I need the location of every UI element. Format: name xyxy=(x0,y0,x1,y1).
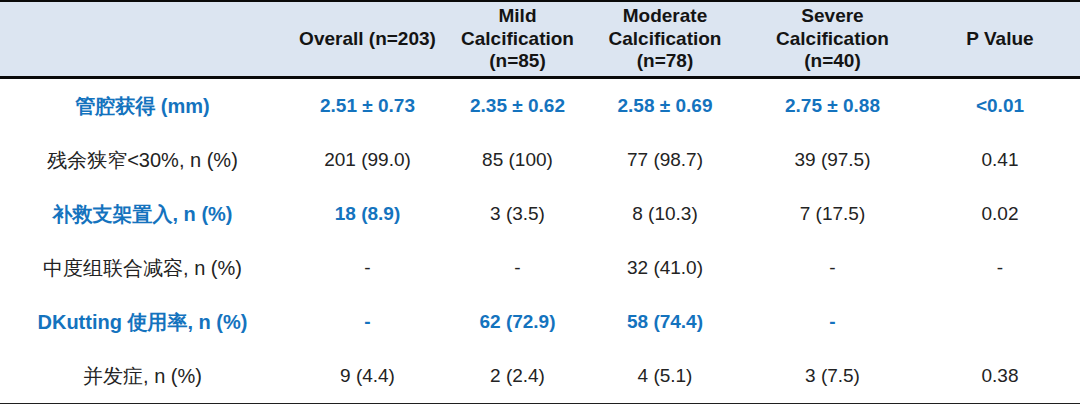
header-row: Overall (n=203) Mild Calcification (n=85… xyxy=(0,1,1080,78)
cell-value: 2.51 ± 0.73 xyxy=(285,78,450,134)
header-cell-overall: Overall (n=203) xyxy=(285,1,450,78)
cell-value: 62 (72.9) xyxy=(450,295,585,349)
cell-value: 4 (5.1) xyxy=(585,349,745,404)
cell-value: - xyxy=(745,241,920,295)
cell-value: 39 (97.5) xyxy=(745,133,920,187)
header-cell-empty xyxy=(0,1,285,78)
cell-value: 2.75 ± 0.88 xyxy=(745,78,920,134)
table-row: DKutting 使用率, n (%) - 62 (72.9) 58 (74.4… xyxy=(0,295,1080,349)
cell-value: - xyxy=(745,295,920,349)
p-value-cell: 0.38 xyxy=(920,349,1080,404)
table-row: 并发症, n (%) 9 (4.4) 2 (2.4) 4 (5.1) 3 (7.… xyxy=(0,349,1080,404)
p-value-cell: - xyxy=(920,241,1080,295)
outcomes-table: Overall (n=203) Mild Calcification (n=85… xyxy=(0,0,1080,404)
header-cell-moderate: Moderate Calcification (n=78) xyxy=(585,1,745,78)
cell-value: 201 (99.0) xyxy=(285,133,450,187)
row-label: 并发症, n (%) xyxy=(0,349,285,404)
cell-value: - xyxy=(285,295,450,349)
cell-value: 32 (41.0) xyxy=(585,241,745,295)
cell-value: 2.35 ± 0.62 xyxy=(450,78,585,134)
p-value-cell: 0.41 xyxy=(920,133,1080,187)
cell-value: - xyxy=(285,241,450,295)
cell-value: 7 (17.5) xyxy=(745,187,920,241)
header-cell-pvalue: P Value xyxy=(920,1,1080,78)
outcomes-table-container: Overall (n=203) Mild Calcification (n=85… xyxy=(0,0,1080,404)
row-label: 补救支架置入, n (%) xyxy=(0,187,285,241)
p-value-cell: 0.02 xyxy=(920,187,1080,241)
p-value-cell xyxy=(920,295,1080,349)
table-row: 残余狭窄<30%, n (%) 201 (99.0) 85 (100) 77 (… xyxy=(0,133,1080,187)
cell-value: 8 (10.3) xyxy=(585,187,745,241)
cell-value: 3 (7.5) xyxy=(745,349,920,404)
cell-value: 2 (2.4) xyxy=(450,349,585,404)
header-cell-severe: Severe Calcification (n=40) xyxy=(745,1,920,78)
row-label: 残余狭窄<30%, n (%) xyxy=(0,133,285,187)
row-label: 中度组联合减容, n (%) xyxy=(0,241,285,295)
cell-value: 18 (8.9) xyxy=(285,187,450,241)
p-value-cell: <0.01 xyxy=(920,78,1080,134)
cell-value: 77 (98.7) xyxy=(585,133,745,187)
cell-value: - xyxy=(450,241,585,295)
cell-value: 85 (100) xyxy=(450,133,585,187)
table-row: 管腔获得 (mm) 2.51 ± 0.73 2.35 ± 0.62 2.58 ±… xyxy=(0,78,1080,134)
row-label: DKutting 使用率, n (%) xyxy=(0,295,285,349)
row-label: 管腔获得 (mm) xyxy=(0,78,285,134)
cell-value: 9 (4.4) xyxy=(285,349,450,404)
header-cell-mild: Mild Calcification (n=85) xyxy=(450,1,585,78)
table-header: Overall (n=203) Mild Calcification (n=85… xyxy=(0,1,1080,78)
cell-value: 58 (74.4) xyxy=(585,295,745,349)
table-row: 中度组联合减容, n (%) - - 32 (41.0) - - xyxy=(0,241,1080,295)
cell-value: 3 (3.5) xyxy=(450,187,585,241)
cell-value: 2.58 ± 0.69 xyxy=(585,78,745,134)
table-row: 补救支架置入, n (%) 18 (8.9) 3 (3.5) 8 (10.3) … xyxy=(0,187,1080,241)
table-body: 管腔获得 (mm) 2.51 ± 0.73 2.35 ± 0.62 2.58 ±… xyxy=(0,78,1080,404)
